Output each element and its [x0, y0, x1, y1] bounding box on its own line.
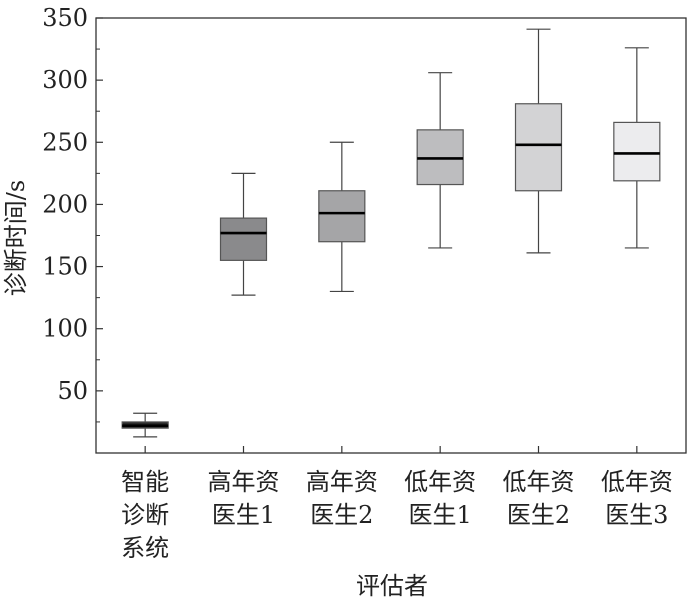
box-series-6	[613, 47, 661, 249]
x-category-label-line: 低年资	[503, 468, 575, 496]
box-series-5	[514, 28, 563, 254]
y-tick-label: 300	[42, 66, 88, 94]
x-category-label-line: 系统	[121, 534, 169, 562]
boxes-group	[121, 28, 661, 438]
y-tick-label: 100	[42, 315, 88, 343]
y-tick-label: 50	[57, 377, 88, 405]
iqr-box	[318, 190, 366, 243]
iqr-box	[514, 103, 563, 192]
x-category-label-line: 高年资	[208, 468, 280, 496]
x-category-label-4: 低年资医生1	[404, 468, 476, 529]
box-series-2	[219, 172, 268, 296]
x-category-label-line: 智能	[121, 468, 169, 496]
y-tick-label: 150	[42, 253, 88, 281]
iqr-box	[219, 217, 268, 261]
x-category-label-line: 医生3	[605, 501, 668, 529]
x-category-label-5: 低年资医生2	[503, 468, 575, 529]
box-series-3	[318, 141, 366, 293]
x-category-label-line: 诊断	[121, 501, 169, 529]
y-tick-label: 200	[42, 190, 88, 218]
x-category-label-2: 高年资医生1	[208, 468, 280, 529]
iqr-box	[613, 121, 661, 182]
plot-frame-group	[95, 17, 687, 454]
box-series-4	[416, 72, 464, 249]
x-category-label-line: 医生2	[310, 501, 373, 529]
x-category-label-3: 高年资医生2	[306, 468, 378, 529]
plot-frame	[95, 17, 687, 454]
box-series-1	[121, 412, 169, 438]
x-category-label-line: 高年资	[306, 468, 378, 496]
x-category-label-6: 低年资医生3	[601, 468, 673, 529]
x-category-label-line: 医生2	[507, 501, 570, 529]
x-category-label-1: 智能诊断系统	[121, 468, 169, 562]
y-tick-label: 350	[42, 4, 88, 32]
y-tick-label: 250	[42, 128, 88, 156]
y-axis-ticks: 50 100 150 200 250 300 350	[42, 4, 103, 423]
x-category-label-line: 医生1	[212, 501, 275, 529]
x-category-label-line: 低年资	[601, 468, 673, 496]
y-axis-title: 诊断时间/s	[2, 180, 30, 296]
x-category-label-line: 低年资	[404, 468, 476, 496]
x-axis-title: 评估者	[356, 572, 428, 600]
x-category-label-line: 医生1	[409, 501, 472, 529]
